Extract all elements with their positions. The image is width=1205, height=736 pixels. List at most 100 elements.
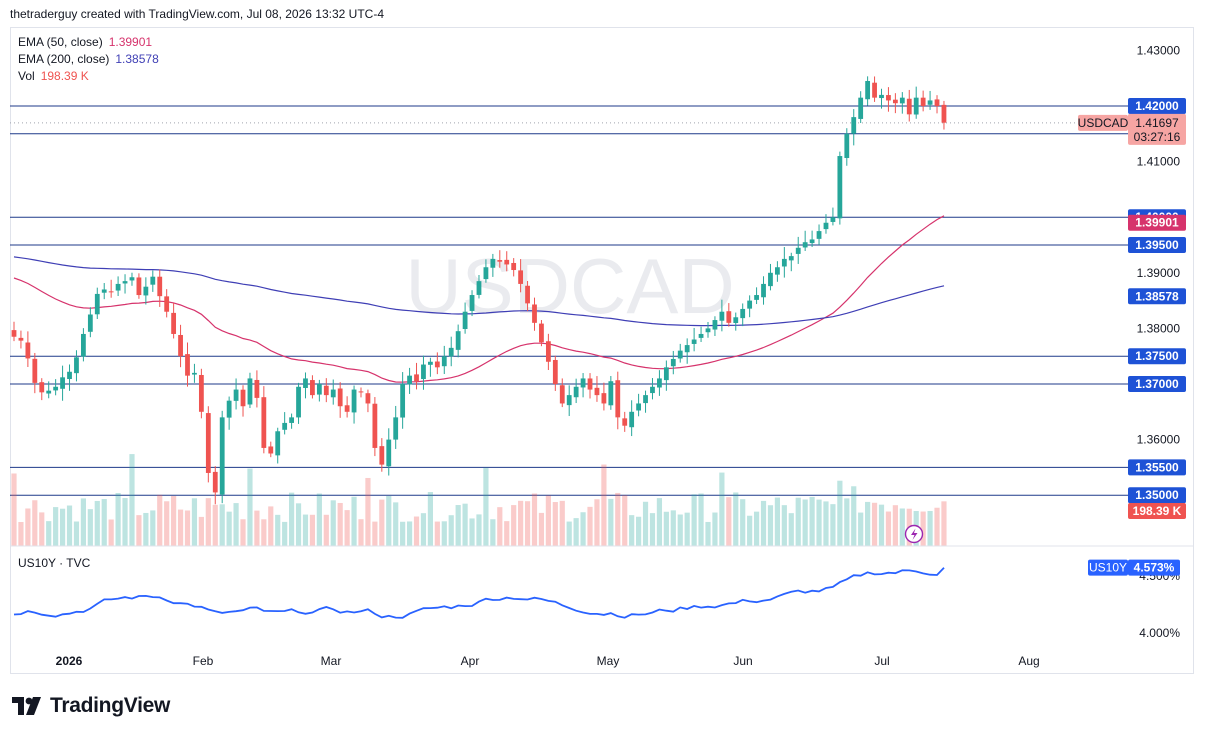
candle[interactable] bbox=[448, 347, 454, 357]
candle[interactable] bbox=[233, 389, 239, 401]
candle[interactable] bbox=[171, 312, 177, 334]
candle[interactable] bbox=[795, 247, 801, 254]
candle[interactable] bbox=[775, 267, 780, 275]
candle[interactable] bbox=[67, 371, 72, 380]
candle[interactable] bbox=[434, 361, 440, 368]
legend-us10y[interactable]: US10Y · TVC bbox=[18, 556, 90, 570]
candle[interactable] bbox=[240, 389, 246, 407]
candle[interactable] bbox=[226, 400, 232, 418]
candle[interactable] bbox=[254, 379, 260, 398]
candle[interactable] bbox=[663, 367, 669, 381]
candle[interactable] bbox=[892, 99, 898, 104]
candle[interactable] bbox=[323, 385, 329, 396]
candle[interactable] bbox=[691, 339, 697, 344]
candle[interactable] bbox=[740, 308, 746, 319]
candle[interactable] bbox=[761, 283, 766, 298]
us10y-line[interactable] bbox=[13, 567, 945, 619]
candle[interactable] bbox=[108, 291, 114, 293]
candle[interactable] bbox=[823, 222, 829, 230]
candle[interactable] bbox=[46, 390, 52, 394]
candle[interactable] bbox=[532, 304, 537, 323]
candle[interactable] bbox=[310, 380, 315, 396]
candle[interactable] bbox=[650, 386, 655, 394]
candle[interactable] bbox=[282, 422, 288, 430]
lightning-icon[interactable] bbox=[904, 524, 924, 544]
level-price-tag[interactable] bbox=[1128, 237, 1186, 253]
candle[interactable] bbox=[733, 317, 739, 324]
candle[interactable] bbox=[421, 364, 426, 380]
candle[interactable] bbox=[400, 384, 406, 418]
legend-ema200[interactable]: EMA (200, close) 1.38578 bbox=[18, 52, 159, 66]
candle[interactable] bbox=[365, 393, 371, 404]
candle[interactable] bbox=[330, 389, 336, 398]
candle[interactable] bbox=[219, 417, 225, 495]
candle[interactable] bbox=[545, 341, 551, 362]
candle[interactable] bbox=[247, 378, 253, 405]
candle[interactable] bbox=[379, 446, 385, 465]
candle[interactable] bbox=[525, 285, 530, 304]
candle[interactable] bbox=[698, 333, 704, 338]
us10y-price-tag[interactable] bbox=[1128, 559, 1180, 576]
candle[interactable] bbox=[657, 378, 662, 388]
candle[interactable] bbox=[552, 359, 558, 384]
candle[interactable] bbox=[941, 104, 947, 123]
candle[interactable] bbox=[296, 386, 301, 418]
candle[interactable] bbox=[60, 377, 65, 389]
candle[interactable] bbox=[462, 311, 468, 329]
candle[interactable] bbox=[559, 385, 565, 404]
candle[interactable] bbox=[851, 117, 857, 134]
candle[interactable] bbox=[87, 314, 93, 332]
legend-ema50[interactable]: EMA (50, close) 1.39901 bbox=[18, 35, 152, 49]
candle[interactable] bbox=[414, 374, 419, 382]
candle[interactable] bbox=[879, 94, 884, 99]
candle[interactable] bbox=[726, 311, 732, 323]
candle[interactable] bbox=[94, 293, 100, 315]
candle[interactable] bbox=[573, 386, 579, 398]
candle[interactable] bbox=[872, 82, 877, 98]
candle[interactable] bbox=[150, 276, 156, 285]
candle[interactable] bbox=[372, 403, 378, 448]
candle[interactable] bbox=[636, 403, 641, 411]
candle[interactable] bbox=[25, 342, 31, 359]
candle[interactable] bbox=[906, 98, 912, 115]
candle[interactable] bbox=[351, 389, 357, 413]
ema50-price-tag[interactable] bbox=[1128, 214, 1186, 231]
candle[interactable] bbox=[504, 259, 510, 265]
candle[interactable] bbox=[407, 375, 412, 385]
candle[interactable] bbox=[719, 311, 725, 321]
candle[interactable] bbox=[198, 374, 204, 412]
candle[interactable] bbox=[518, 270, 524, 284]
candle[interactable] bbox=[212, 471, 218, 493]
candle[interactable] bbox=[587, 378, 593, 390]
candle[interactable] bbox=[684, 345, 690, 353]
symbol-tag[interactable] bbox=[1078, 114, 1128, 131]
candle[interactable] bbox=[185, 354, 190, 376]
candle[interactable] bbox=[677, 350, 683, 359]
candle[interactable] bbox=[122, 281, 128, 284]
candle[interactable] bbox=[441, 356, 447, 367]
level-price-tag[interactable] bbox=[1128, 348, 1186, 365]
candle[interactable] bbox=[143, 286, 149, 296]
candle[interactable] bbox=[275, 431, 281, 456]
tradingview-logo[interactable]: TradingView bbox=[12, 694, 170, 718]
candle[interactable] bbox=[816, 231, 822, 239]
candle[interactable] bbox=[490, 258, 496, 268]
candle[interactable] bbox=[115, 283, 121, 291]
candle[interactable] bbox=[18, 337, 24, 341]
candle[interactable] bbox=[476, 281, 482, 295]
candle[interactable] bbox=[601, 393, 607, 404]
candle[interactable] bbox=[809, 239, 815, 244]
candle[interactable] bbox=[830, 217, 836, 222]
candle[interactable] bbox=[129, 277, 135, 281]
candle[interactable] bbox=[643, 395, 648, 404]
candle[interactable] bbox=[788, 256, 794, 261]
candle[interactable] bbox=[670, 358, 676, 367]
candle[interactable] bbox=[747, 300, 753, 309]
candle[interactable] bbox=[705, 328, 711, 333]
candle[interactable] bbox=[511, 262, 517, 271]
candle[interactable] bbox=[768, 272, 773, 287]
candle[interactable] bbox=[712, 320, 718, 330]
candle[interactable] bbox=[303, 378, 308, 388]
ema200-price-tag[interactable] bbox=[1128, 288, 1186, 305]
candle[interactable] bbox=[39, 382, 45, 393]
